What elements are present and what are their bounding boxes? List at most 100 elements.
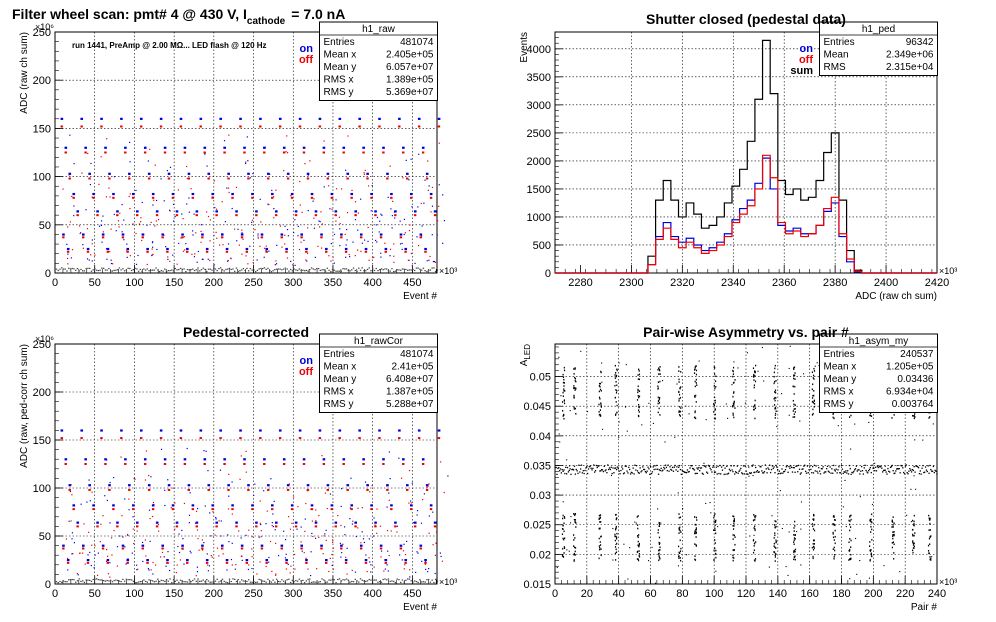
p4-point-streak (659, 414, 661, 416)
p4-point-band (632, 467, 634, 469)
p4-point-streak (678, 370, 680, 372)
p4-point-streak (562, 528, 564, 531)
p4-point-sparse (651, 546, 653, 548)
p3-point-on (263, 458, 266, 461)
p1-point-scatter (67, 257, 69, 260)
p1-point-scatter (300, 241, 302, 243)
p3-point-on (382, 458, 385, 461)
p4-point-streak (695, 545, 698, 547)
p3-point-noise (349, 581, 351, 583)
p4-point-streak (812, 557, 814, 560)
p4-point-streak (694, 523, 696, 526)
p1-point-scatter (345, 244, 347, 246)
p3-point-scatter (89, 500, 91, 502)
p1-point-scatter (411, 265, 413, 267)
p3-point-noise (277, 580, 280, 583)
p1-point-noise (399, 269, 402, 271)
p3-point-on (409, 504, 413, 507)
p1-point-scatter (194, 253, 196, 255)
p1-point-noise (401, 268, 404, 270)
p4-point-band (624, 465, 626, 467)
p1-point-scatter (368, 259, 370, 261)
p1-point-scatter (265, 245, 267, 247)
p3-point-off (350, 508, 353, 511)
p1-point-scatter (376, 241, 378, 243)
p2-ytick-label: 0 (545, 268, 551, 280)
p3-point-scatter (141, 541, 144, 544)
p3-point-scatter (194, 522, 197, 524)
p3-point-scatter (386, 506, 388, 508)
p1-point-noise (373, 269, 376, 272)
p3-point-scatter (119, 535, 121, 537)
p3-point-noise (380, 581, 383, 583)
p4-point-streak (891, 519, 893, 522)
p4-point-band (745, 470, 747, 472)
p4-point-streak (753, 405, 756, 407)
p4-point-band (808, 468, 810, 471)
p1-point-scatter (190, 187, 192, 190)
p3-point-off (139, 437, 143, 440)
p1-point-scatter (279, 225, 282, 227)
p3-point-noise (209, 581, 211, 583)
p4-point-streak (775, 547, 777, 549)
p1-point-on (265, 247, 269, 251)
p1-point-scatter (241, 253, 243, 255)
p4-point-streak (734, 407, 736, 409)
p3-point-scatter (176, 564, 178, 566)
p1-point-on (132, 192, 135, 196)
p4-point-band (855, 465, 858, 467)
p1-point-scatter (284, 234, 286, 236)
p4-point-band (813, 464, 816, 466)
p1-point-scatter (431, 205, 434, 207)
p1-point-scatter (101, 241, 103, 243)
p3-point-noise (66, 581, 68, 583)
p4-point-band (742, 465, 745, 467)
p3-point-off (402, 463, 405, 465)
p4-point-sparse (615, 543, 617, 546)
p1-point-scatter (100, 156, 102, 158)
p3-point-on (141, 544, 145, 547)
p1-point-off (251, 196, 254, 199)
p1-point-scatter (167, 258, 169, 260)
p1-point-scatter (177, 189, 179, 191)
p1-point-noise (368, 267, 370, 269)
p4-point-sparse (654, 582, 657, 584)
p4-point-streak (658, 523, 661, 526)
p1-point-off (92, 196, 95, 199)
p4-point-sparse (685, 554, 688, 556)
p4-point-band (589, 465, 591, 467)
p4-point-streak (562, 373, 564, 376)
p1-point-off (320, 236, 323, 239)
p1-point-scatter (121, 231, 123, 233)
p1-point-scatter (126, 243, 128, 245)
p4-point-streak (794, 404, 796, 406)
p1-point-scatter (146, 224, 148, 226)
p4-point-streak (732, 404, 734, 407)
p4-point-streak (695, 378, 697, 381)
p4-point-band (712, 466, 714, 468)
p3-point-off (251, 508, 254, 511)
p4-point-streak (615, 527, 617, 529)
p3-point-scatter (342, 543, 344, 545)
p4-point-band (785, 466, 788, 468)
p1-point-scatter (352, 241, 354, 243)
p3-point-noise (340, 580, 342, 582)
p4-point-band (726, 465, 728, 468)
p4-point-streak (573, 545, 575, 547)
p3-point-scatter (398, 457, 400, 459)
p1-point-noise (141, 270, 143, 272)
p4-point-streak (911, 528, 914, 531)
p4-point-band (652, 466, 654, 468)
p1-point-scatter (191, 253, 193, 255)
p1-point-scatter (67, 263, 69, 265)
p1-point-noise (375, 267, 377, 270)
p4-point-streak (714, 527, 716, 530)
p3-point-on (384, 559, 388, 562)
p1-point-scatter (135, 232, 137, 235)
p4-point-streak (573, 539, 575, 541)
p1-point-noise (69, 268, 72, 270)
p4-point-streak (774, 364, 776, 367)
p3-point-noise (109, 579, 112, 581)
p4-point-streak (637, 527, 639, 530)
p3-point-noise (200, 580, 203, 582)
